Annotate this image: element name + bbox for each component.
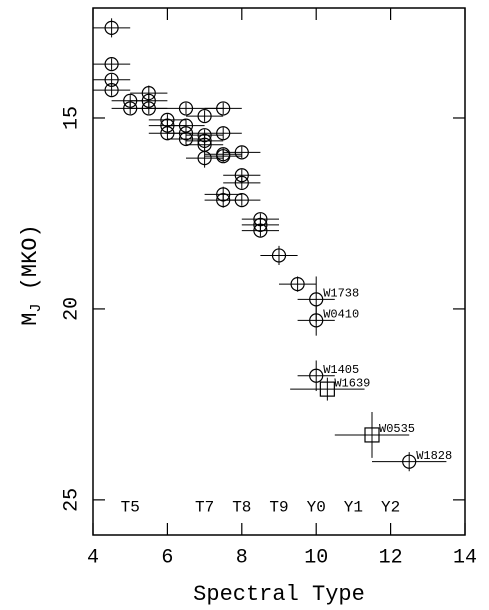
circle-marker — [216, 126, 231, 141]
x-tick-label: 14 — [453, 546, 477, 569]
circle-marker — [234, 145, 249, 160]
circle-marker — [197, 108, 212, 124]
spectral-type-label: Y2 — [381, 499, 400, 517]
point-label: W1738 — [323, 287, 359, 301]
point-label: W1828 — [416, 449, 452, 463]
circle-marker — [104, 57, 119, 72]
circle-marker — [290, 277, 305, 292]
circle-marker — [216, 101, 231, 116]
point-label: W0535 — [379, 422, 415, 436]
spectral-type-label: T8 — [232, 499, 251, 517]
x-tick-label: 12 — [379, 546, 403, 569]
point-label: W1639 — [334, 376, 370, 390]
point-label: W1405 — [323, 363, 359, 377]
circle-marker — [253, 223, 268, 238]
plot-frame — [92, 7, 466, 536]
circle-marker — [402, 454, 417, 469]
circle-marker — [178, 101, 194, 116]
circle-marker — [178, 131, 194, 147]
x-axis-label: Spectral Type — [193, 582, 365, 607]
y-tick-label: 15 — [60, 106, 83, 130]
x-tick-label: 6 — [161, 546, 173, 569]
spectral-type-label: T7 — [195, 499, 214, 517]
circle-marker — [271, 248, 287, 263]
x-tick-label: 8 — [236, 546, 248, 569]
y-tick-label: 20 — [60, 297, 83, 321]
spectral-type-label: Y0 — [307, 499, 326, 517]
circle-marker — [104, 20, 119, 35]
y-label-main: M — [18, 313, 43, 326]
spectral-type-label: T9 — [269, 499, 288, 517]
circle-marker — [309, 313, 324, 328]
y-tick-label: 25 — [60, 488, 83, 512]
point-label: W0410 — [323, 308, 359, 322]
circle-marker — [234, 175, 249, 191]
spectral-type-label: T5 — [121, 499, 140, 517]
x-tick-label: 4 — [87, 546, 99, 569]
square-marker — [364, 427, 380, 443]
circle-marker — [216, 149, 231, 164]
circle-marker — [104, 83, 119, 98]
circle-marker — [234, 192, 249, 208]
y-axis-label: MJ (MKO) — [18, 224, 45, 325]
y-label-rest: (MKO) — [18, 224, 43, 303]
spectral-type-label: Y1 — [344, 499, 363, 517]
y-label-sub: J — [28, 304, 45, 313]
circle-marker — [309, 368, 324, 383]
circle-marker — [197, 150, 212, 166]
square-marker — [319, 381, 335, 397]
x-tick-label: 10 — [304, 546, 328, 569]
